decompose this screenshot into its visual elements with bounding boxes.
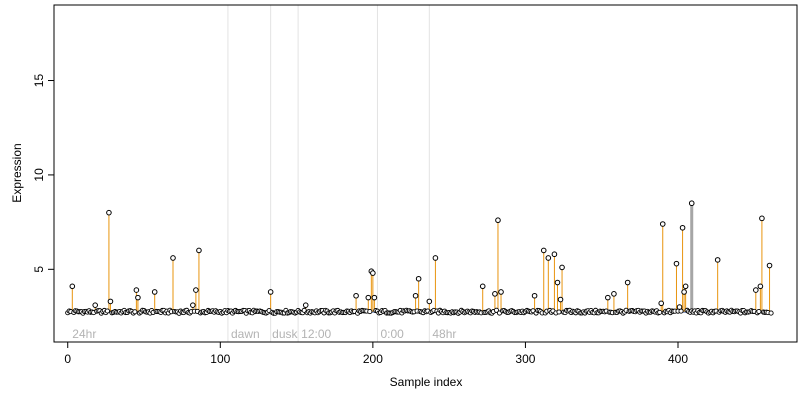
peak-point xyxy=(681,289,687,295)
peak-point xyxy=(196,247,202,254)
peak-point xyxy=(673,260,680,267)
peak-point xyxy=(545,255,552,261)
peak-point xyxy=(190,302,196,308)
peak-point xyxy=(495,217,501,224)
peak-point xyxy=(554,279,561,286)
data-point xyxy=(657,309,663,315)
peak-point xyxy=(682,283,689,290)
data-points xyxy=(65,200,774,316)
peak-point xyxy=(170,255,176,261)
peak-point xyxy=(133,287,140,293)
x-axis: 0 100 200 300 400 xyxy=(64,341,688,366)
peak-point xyxy=(479,283,486,290)
peak-point xyxy=(412,292,419,299)
peak-point xyxy=(370,270,376,276)
peak-point xyxy=(106,209,112,216)
region-label: 0:00 xyxy=(380,327,404,341)
data-point xyxy=(556,309,562,315)
peak-point xyxy=(426,298,433,305)
peak-point xyxy=(605,294,611,301)
peak-point xyxy=(92,302,98,308)
peak-point xyxy=(679,224,686,231)
peak-point xyxy=(371,294,378,301)
peak-point xyxy=(353,292,359,299)
peak-point xyxy=(759,215,765,222)
peak-point xyxy=(415,275,422,282)
region-labels: 24hr dawn dusk 12:00 0:00 48hr xyxy=(72,327,456,341)
data-point xyxy=(104,308,110,314)
peak-point xyxy=(365,294,372,301)
peak-point xyxy=(531,292,538,299)
y-tick-label: 15 xyxy=(32,74,46,88)
peak-point xyxy=(559,264,565,271)
peak-point xyxy=(658,300,665,307)
peak-point xyxy=(107,298,114,305)
data-point xyxy=(132,309,138,315)
highlight-point xyxy=(688,200,695,207)
peak-point xyxy=(624,279,631,286)
y-axis: 5 10 15 xyxy=(32,74,55,273)
x-tick-label: 200 xyxy=(363,352,383,366)
x-tick-label: 300 xyxy=(515,352,535,366)
peak-point xyxy=(267,289,274,295)
peak-point xyxy=(557,296,564,303)
peak-point xyxy=(659,221,666,227)
data-point xyxy=(493,307,499,313)
peak-point xyxy=(540,247,547,254)
peak-point xyxy=(611,291,617,297)
peak-point xyxy=(135,294,141,301)
peak-point xyxy=(753,287,759,293)
peak-point xyxy=(714,257,721,263)
peak-point xyxy=(69,283,76,290)
peak-point xyxy=(676,304,683,310)
y-tick-label: 5 xyxy=(32,266,46,273)
peak-point xyxy=(193,287,199,293)
region-label: 24hr xyxy=(72,327,96,341)
region-label: 12:00 xyxy=(301,327,331,341)
x-axis-label: Sample index xyxy=(390,375,463,389)
data-point xyxy=(367,309,373,315)
peak-point xyxy=(302,302,309,308)
peak-point xyxy=(551,251,558,258)
region-separators xyxy=(227,5,430,342)
peak-point xyxy=(757,283,764,290)
peak-point xyxy=(432,255,439,261)
peak-point xyxy=(151,289,158,295)
peak-point xyxy=(766,262,773,269)
region-label: dusk xyxy=(272,327,298,341)
region-label: dawn xyxy=(231,327,260,341)
peak-point xyxy=(498,289,504,295)
region-label: 48hr xyxy=(432,327,456,341)
x-tick-label: 400 xyxy=(668,352,688,366)
data-point xyxy=(768,310,774,316)
x-tick-label: 100 xyxy=(210,352,230,366)
data-point xyxy=(756,308,762,315)
y-axis-label: Expression xyxy=(10,143,24,202)
y-tick-label: 10 xyxy=(32,168,46,182)
x-tick-label: 0 xyxy=(64,352,71,366)
peak-stems xyxy=(71,203,771,312)
peak-point xyxy=(492,291,498,297)
